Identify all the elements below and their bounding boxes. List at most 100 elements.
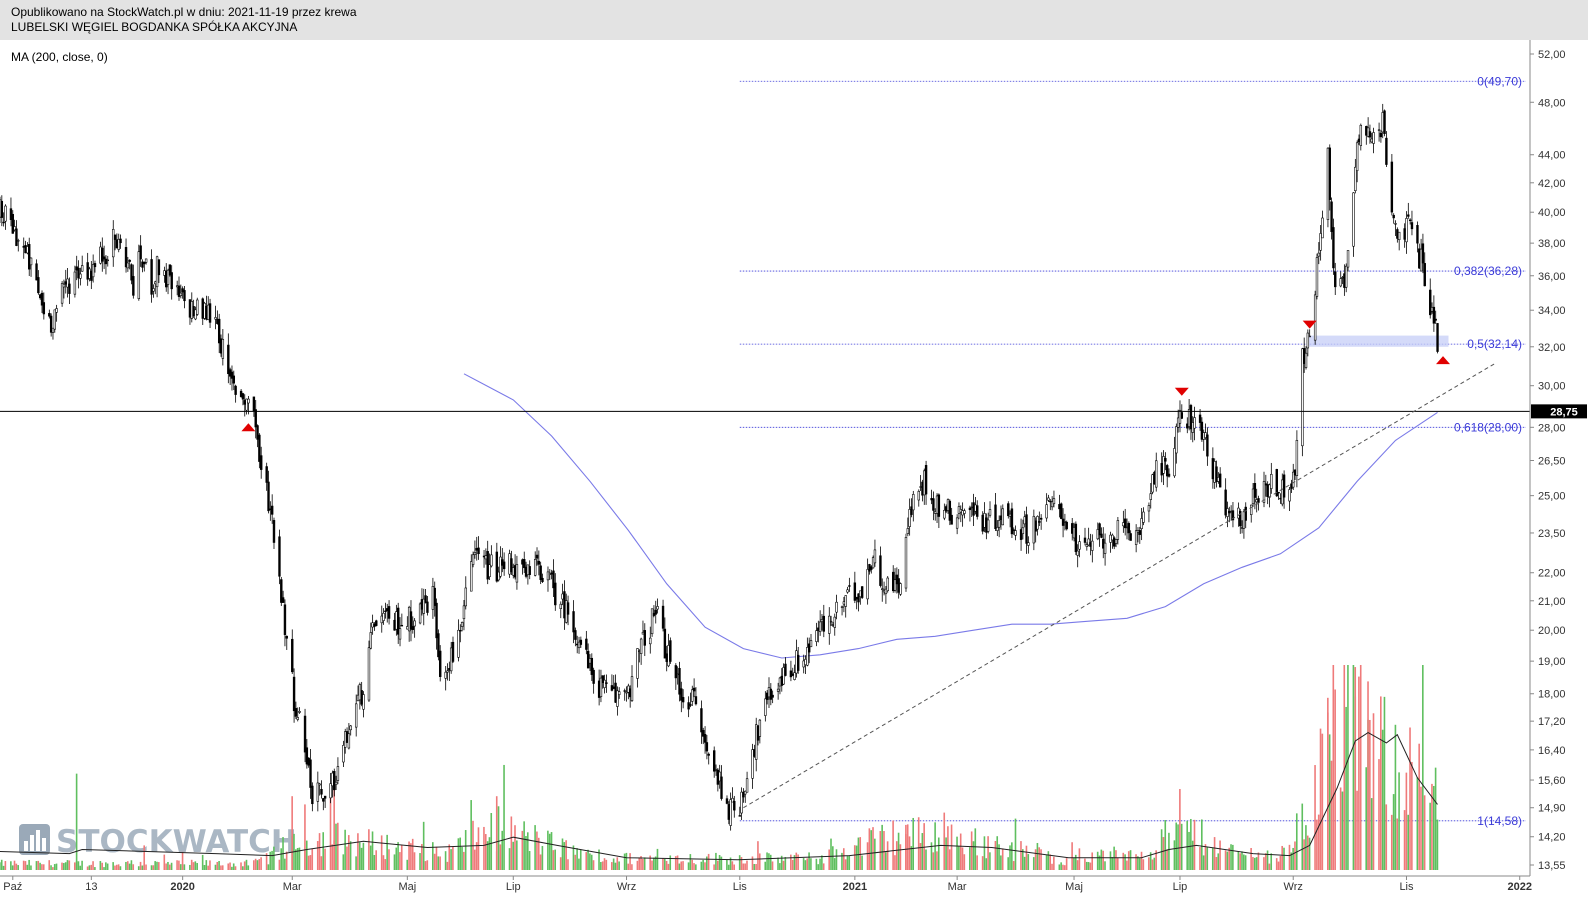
volume-bar bbox=[1244, 855, 1247, 870]
candle-body bbox=[477, 547, 480, 555]
volume-bar bbox=[784, 856, 787, 870]
candle-body bbox=[322, 798, 325, 802]
volume-bar bbox=[1232, 844, 1234, 870]
volume-bar bbox=[380, 835, 383, 870]
volume-bar bbox=[1253, 857, 1256, 870]
candle-body bbox=[93, 263, 97, 268]
candle-body bbox=[1354, 166, 1357, 191]
candle-body bbox=[579, 639, 583, 645]
volume-bar bbox=[627, 863, 630, 870]
volume-bar bbox=[437, 856, 440, 870]
candle-body bbox=[924, 465, 928, 495]
x-tick-label: Wrz bbox=[1284, 881, 1303, 893]
candle-body bbox=[729, 799, 732, 826]
candle-body bbox=[488, 564, 491, 578]
volume-bar bbox=[899, 844, 902, 870]
volume-bar bbox=[1416, 777, 1419, 870]
volume-bar bbox=[718, 854, 721, 870]
volume-bar bbox=[335, 823, 337, 870]
candle-body bbox=[51, 327, 55, 333]
volume-bar bbox=[1332, 665, 1335, 870]
volume-bar bbox=[755, 864, 757, 870]
volume-bar bbox=[937, 837, 940, 870]
candles bbox=[0, 103, 1439, 831]
volume-bar bbox=[452, 846, 454, 870]
candle-body bbox=[1334, 271, 1337, 288]
candle-body bbox=[886, 577, 889, 592]
volume-bar bbox=[194, 861, 197, 870]
volume-bar bbox=[1339, 787, 1342, 870]
candle-body bbox=[713, 750, 716, 772]
volume-bar bbox=[1151, 859, 1154, 870]
candle-body bbox=[943, 509, 946, 519]
y-tick-label: 52,00 bbox=[1538, 49, 1566, 61]
candle-body bbox=[298, 711, 301, 713]
volume-bar bbox=[137, 866, 140, 870]
candle-body bbox=[418, 603, 422, 624]
volume-bar bbox=[526, 832, 529, 870]
volume-spike bbox=[1367, 681, 1369, 870]
x-tick-label: Lis bbox=[1399, 881, 1414, 893]
volume-bar bbox=[753, 864, 756, 870]
volume-bar bbox=[305, 840, 308, 870]
volume-bar bbox=[81, 860, 83, 870]
candle-body bbox=[143, 261, 146, 265]
ma-lines bbox=[463, 373, 1438, 659]
volume-bar bbox=[1098, 855, 1101, 870]
candle-body bbox=[572, 611, 575, 633]
trendline bbox=[743, 363, 1495, 809]
volume-bar bbox=[1281, 845, 1283, 870]
candle-body bbox=[510, 558, 513, 573]
volume-bar bbox=[15, 863, 18, 870]
volume-bar bbox=[738, 855, 741, 870]
candle-body bbox=[177, 285, 181, 297]
candle-body bbox=[1140, 518, 1143, 529]
volume-bar bbox=[1255, 857, 1258, 870]
volume-bar bbox=[976, 855, 978, 870]
volume-bar bbox=[768, 853, 770, 870]
volume-bar bbox=[1334, 689, 1336, 870]
candle-body bbox=[227, 344, 230, 375]
candle-body bbox=[102, 256, 106, 260]
volume-bar bbox=[1226, 851, 1229, 870]
volume-bar bbox=[444, 851, 447, 870]
candle-body bbox=[396, 607, 400, 635]
volume-bar bbox=[39, 862, 41, 870]
candle-body bbox=[618, 691, 621, 695]
volume-bar bbox=[269, 851, 272, 870]
candle-body bbox=[495, 551, 499, 582]
volume-bar bbox=[727, 864, 730, 870]
candle-body bbox=[848, 585, 851, 587]
volume-bar bbox=[817, 864, 820, 870]
candle-body bbox=[1332, 227, 1335, 269]
volume-bar bbox=[295, 849, 297, 870]
candle-body bbox=[457, 629, 460, 658]
candle-body bbox=[904, 536, 908, 589]
volume-bar bbox=[1116, 857, 1119, 870]
candle-body bbox=[426, 601, 429, 613]
volume-bar bbox=[643, 857, 646, 870]
volume-bar bbox=[769, 854, 772, 870]
volume-bar bbox=[0, 859, 3, 870]
fib-lines: 0(49,70) 0,382(36,28) 0,5(32,14) 0,618(28,0… bbox=[739, 74, 1526, 828]
candle-body bbox=[183, 290, 186, 302]
candle-body bbox=[1114, 539, 1118, 544]
candle-body bbox=[208, 303, 212, 323]
candle-body bbox=[11, 214, 14, 234]
volume-bar bbox=[22, 860, 25, 870]
candle-body bbox=[650, 608, 654, 635]
y-tick-label: 25,00 bbox=[1538, 491, 1566, 503]
volume-bar bbox=[86, 866, 89, 870]
volume-bar bbox=[1411, 761, 1413, 870]
candle-body bbox=[1397, 231, 1401, 241]
volume-bar bbox=[1051, 863, 1053, 870]
candle-body bbox=[674, 665, 678, 679]
candle-body bbox=[1239, 511, 1242, 527]
volume-bar bbox=[830, 838, 832, 870]
candle-body bbox=[294, 708, 298, 717]
volume-bar bbox=[35, 861, 38, 870]
candle-body bbox=[702, 730, 705, 737]
volume-bar bbox=[232, 863, 235, 870]
candle-body bbox=[464, 587, 467, 607]
